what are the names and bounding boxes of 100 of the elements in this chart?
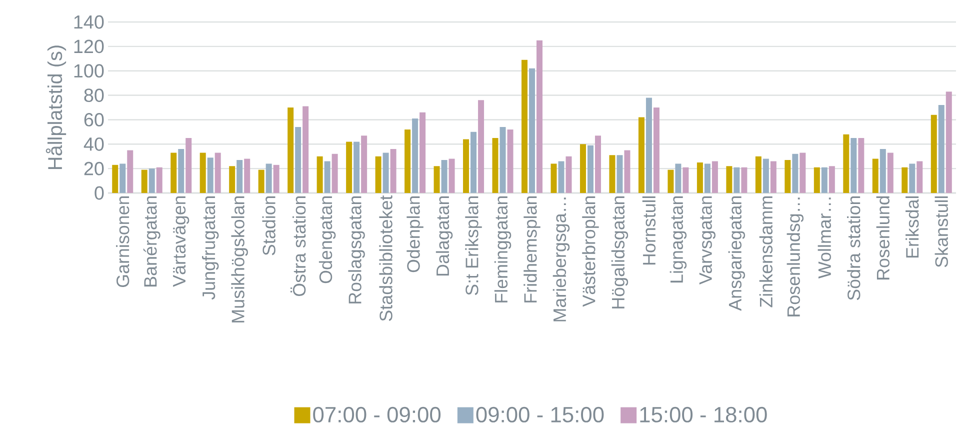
x-tick-label: Ansgariegatan	[728, 196, 746, 311]
bar	[529, 68, 536, 193]
y-tick-label: 140	[74, 15, 104, 29]
bar	[938, 105, 944, 193]
x-tick-label: Lignagatan	[670, 196, 687, 282]
x-tick-label: Banérgatan	[143, 196, 160, 286]
bar	[850, 138, 857, 193]
bar	[800, 152, 806, 193]
bar	[609, 155, 616, 193]
bar	[266, 164, 272, 193]
x-tick-label: Stadion	[262, 196, 276, 256]
bar	[236, 160, 243, 193]
x-tick-label: Jungfrugatan	[202, 196, 219, 300]
bar	[412, 118, 418, 193]
bar	[302, 106, 309, 193]
bar	[638, 117, 644, 193]
x-tick-label: Högalidsgatan	[611, 196, 628, 308]
bar	[755, 156, 762, 193]
bar	[258, 170, 264, 193]
bar	[200, 152, 206, 193]
y-tick-label: 0	[94, 186, 104, 200]
y-tick-label: 100	[74, 64, 104, 78]
bar	[112, 164, 118, 193]
bar	[420, 112, 426, 193]
bar	[828, 166, 835, 193]
y-tick-label: 40	[84, 137, 104, 151]
bar	[762, 158, 769, 193]
x-tick-label: Östra station	[290, 196, 306, 296]
bar	[902, 167, 908, 193]
bar	[492, 138, 498, 193]
bar	[587, 145, 594, 193]
x-tick-label: Rosenlund	[876, 196, 890, 280]
bar	[316, 156, 323, 193]
bar	[382, 152, 389, 193]
y-axis-title: Hållplatstid (s)	[46, 46, 66, 169]
bar	[536, 40, 543, 193]
x-tick-label: Garnisonen	[116, 196, 130, 288]
bar	[354, 142, 360, 193]
bar	[558, 161, 564, 193]
bar	[675, 164, 682, 193]
bar	[361, 136, 368, 193]
bar	[375, 156, 382, 193]
bar	[550, 164, 557, 193]
bar	[616, 155, 623, 193]
bar	[332, 154, 338, 193]
bar	[390, 149, 396, 193]
bar	[668, 170, 674, 193]
bar	[478, 100, 484, 193]
x-tick-label: Musikhögskolan	[231, 196, 248, 322]
x-tick-label: Västerbroplan	[582, 196, 599, 307]
bar	[726, 166, 732, 193]
x-tick-label: Mariebergsga…	[552, 198, 570, 322]
bar	[324, 161, 330, 193]
bar	[916, 161, 923, 193]
bar	[624, 150, 630, 193]
bar	[858, 138, 864, 193]
bar	[214, 152, 221, 193]
x-tick-label: Värtavägen	[173, 196, 190, 287]
bar	[880, 149, 886, 193]
legend-label: 07:00 - 09:00	[313, 406, 441, 422]
bar	[821, 167, 828, 193]
bar	[120, 164, 126, 193]
bar	[434, 166, 440, 193]
bar	[704, 164, 710, 193]
bar	[178, 149, 184, 193]
x-tick-label: Odengatan	[318, 196, 336, 284]
bar	[522, 60, 528, 193]
bar	[346, 142, 352, 193]
bar	[784, 160, 791, 193]
bar	[295, 127, 302, 193]
x-tick-label: Odenplan	[406, 196, 424, 272]
x-tick-label: Fridhemsplan	[524, 196, 540, 302]
bar	[792, 154, 798, 193]
bar	[288, 108, 294, 193]
y-tick-label: 120	[74, 40, 104, 54]
bar	[930, 114, 937, 193]
bar	[594, 136, 601, 193]
bar	[186, 138, 192, 193]
x-tick-label: Stadsbiblioteket	[379, 195, 392, 321]
bar	[244, 158, 250, 193]
bar	[696, 162, 703, 193]
bar	[566, 156, 572, 193]
bar	[682, 167, 689, 193]
bar	[463, 139, 470, 193]
x-tick-label: Södra station	[847, 196, 860, 300]
bar	[646, 98, 652, 193]
bar	[909, 164, 916, 193]
x-tick-label: Roslagsgatan	[348, 196, 365, 304]
x-tick-label: Hornstull	[642, 196, 656, 264]
bar	[770, 161, 776, 193]
bar	[273, 164, 280, 193]
legend-label: 09:00 - 15:00	[476, 406, 604, 422]
bar	[448, 158, 455, 193]
bar	[872, 158, 878, 193]
legend-label: 15:00 - 18:00	[640, 406, 767, 422]
bar	[741, 167, 748, 193]
bar	[170, 152, 177, 193]
bar	[148, 168, 155, 193]
y-tick-label: 20	[84, 162, 104, 176]
x-tick-label: S:t Eriksplan	[465, 196, 482, 296]
